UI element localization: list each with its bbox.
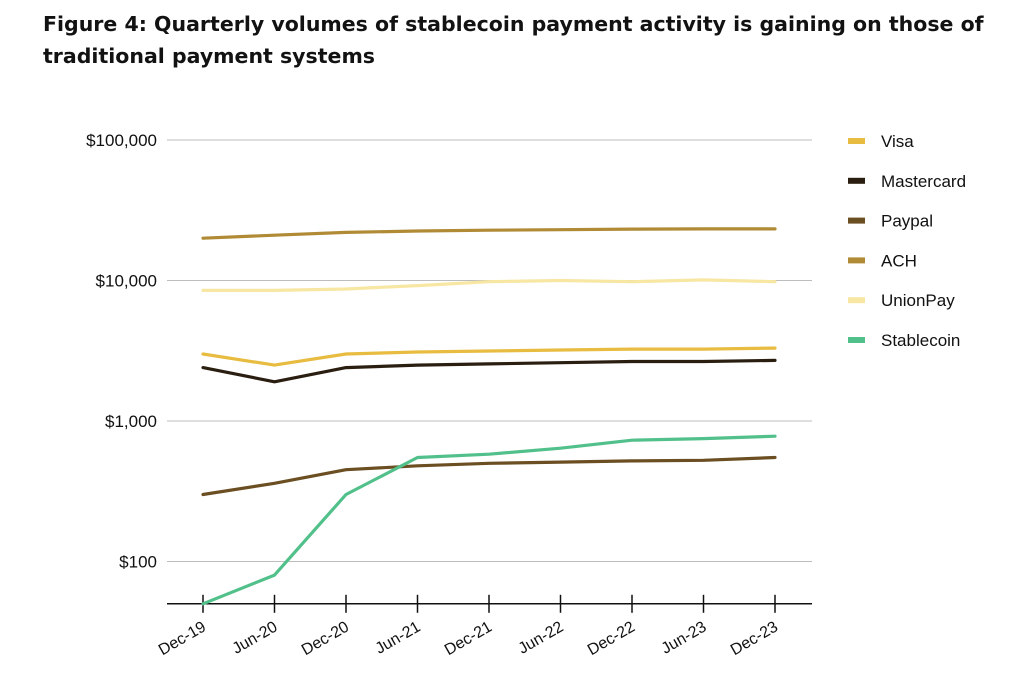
legend-label-ach: ACH [881, 251, 917, 270]
series-line-stablecoin [201, 434, 777, 606]
legend-swatch-paypal [848, 217, 865, 224]
x-tick-label: Dec-21 [442, 618, 495, 659]
series-line-paypal [201, 455, 777, 497]
legend-swatch-visa [848, 138, 865, 144]
legend-swatch-mastercard [848, 177, 865, 184]
figure-title: Figure 4: Quarterly volumes of stablecoi… [43, 12, 984, 68]
x-tick-label: Jun-22 [516, 618, 567, 657]
legend-label-visa: Visa [881, 132, 914, 151]
legend-swatch-stablecoin [848, 337, 865, 343]
y-tick-label: $1,000 [105, 412, 157, 431]
x-tick-label: Jun-23 [659, 618, 710, 657]
x-tick-label: Dec-22 [585, 618, 638, 659]
y-tick-label: $10,000 [96, 272, 157, 291]
x-tick-label: Jun-21 [373, 618, 424, 657]
legend-label-unionpay: UnionPay [881, 291, 955, 310]
y-tick-label: $100 [119, 553, 157, 572]
legend-swatch-ach [848, 257, 865, 264]
legend-label-stablecoin: Stablecoin [881, 331, 960, 350]
x-tick-label: Jun-20 [230, 618, 281, 657]
y-tick-label: $100,000 [86, 131, 157, 150]
series-lines [201, 227, 777, 606]
series-line-ach [201, 227, 777, 240]
legend: Visa Mastercard Paypal ACH UnionPay Stablecoi… [848, 132, 966, 350]
series-line-unionpay [201, 278, 777, 292]
legend-label-paypal: Paypal [881, 212, 933, 231]
x-tick-label: Dec-19 [156, 618, 209, 659]
series-line-visa [201, 346, 777, 367]
y-axis-ticks: $100 $1,000 $10,000 $100,000 [86, 131, 157, 572]
legend-swatch-unionpay [848, 297, 865, 304]
legend-label-mastercard: Mastercard [881, 172, 966, 191]
x-tick-label: Dec-23 [728, 618, 781, 659]
x-axis: Dec-19 Jun-20 Dec-20 Jun-21 Dec-21 Jun-22 Dec-… [156, 594, 812, 659]
x-tick-label: Dec-20 [299, 618, 352, 659]
series-line-mastercard [201, 358, 777, 384]
